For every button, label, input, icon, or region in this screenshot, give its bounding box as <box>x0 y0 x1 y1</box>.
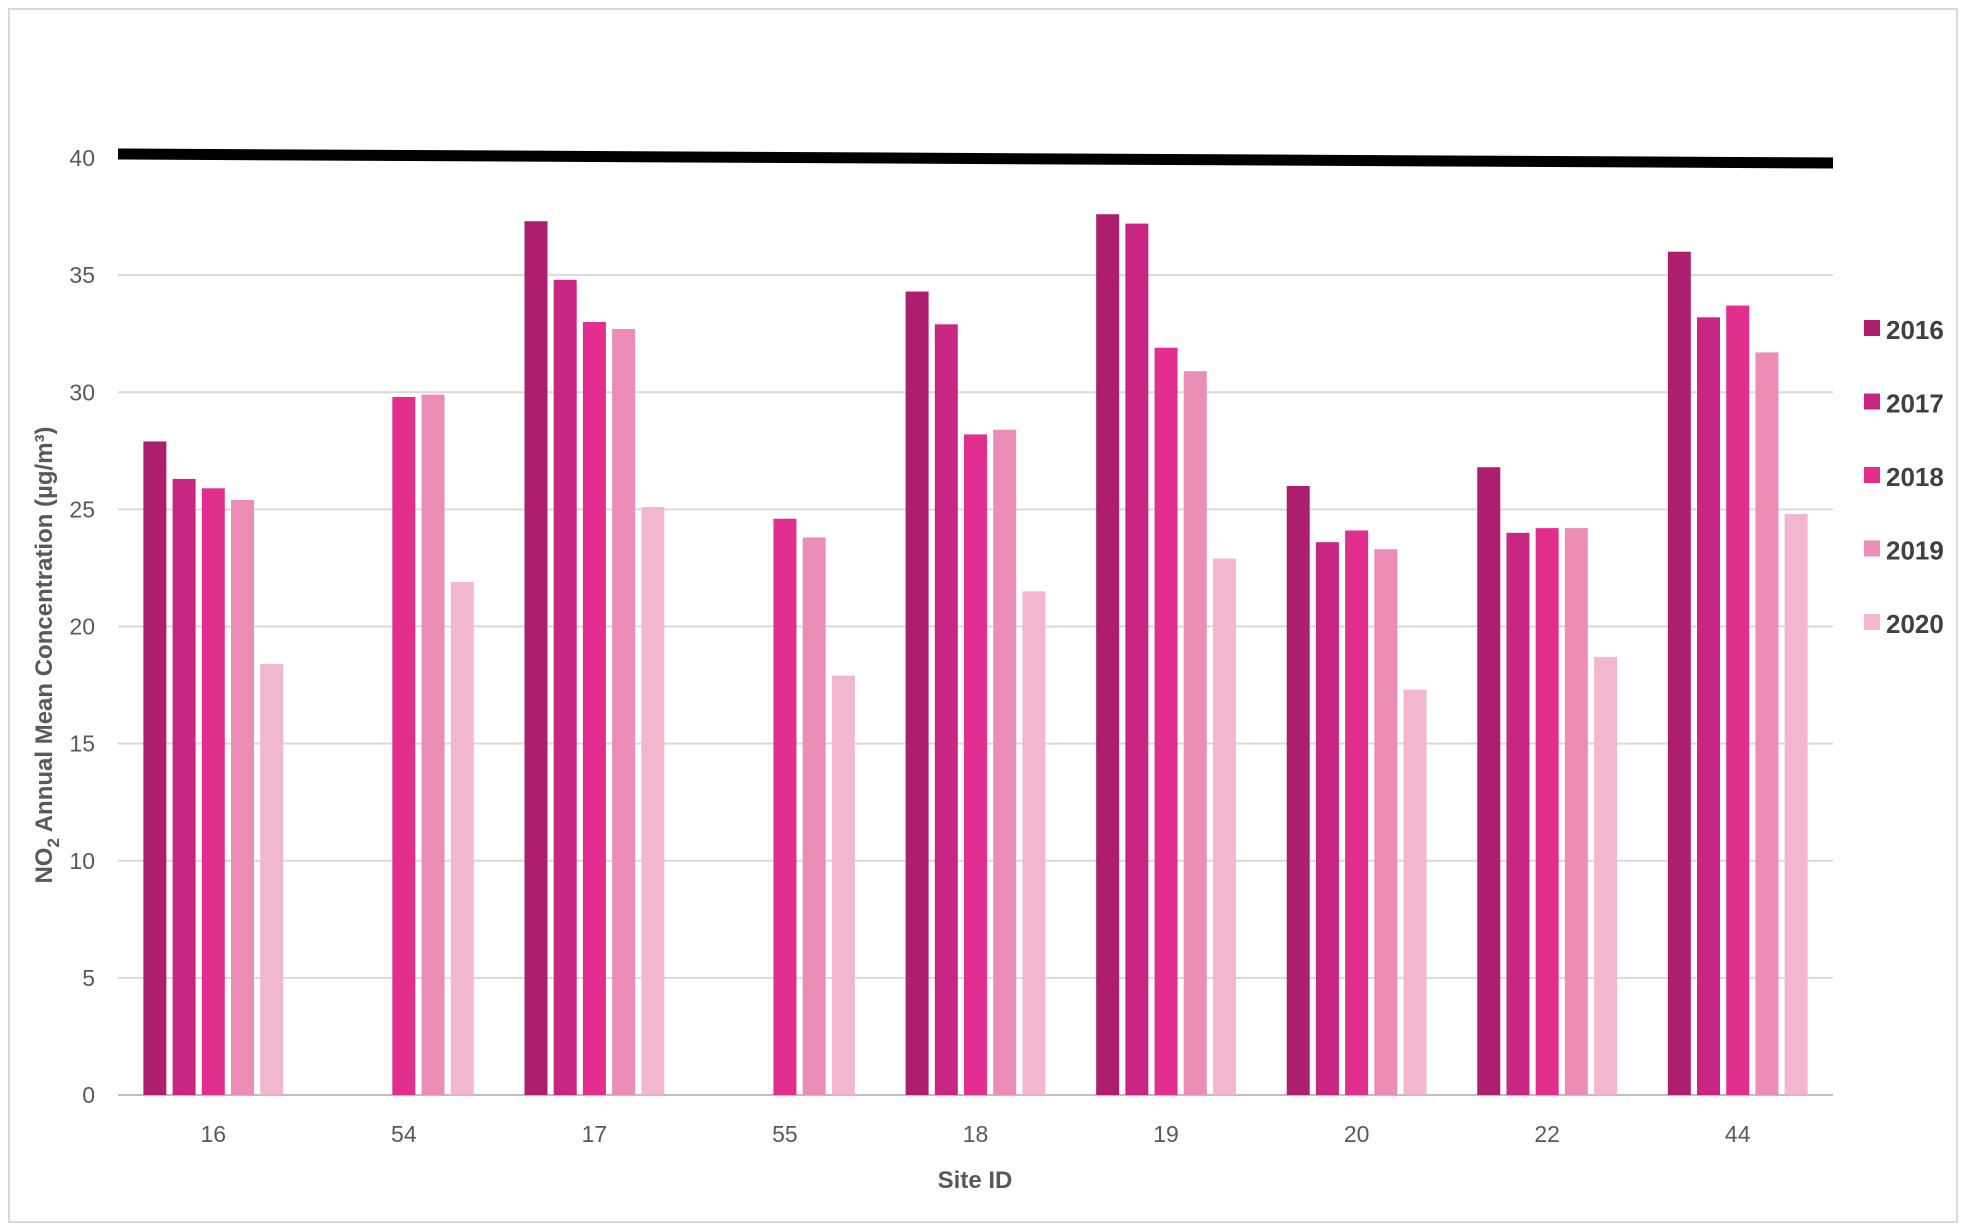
legend-swatch <box>1864 393 1880 410</box>
bar-2018-site-55 <box>773 518 797 1095</box>
bar-2019-site-54 <box>421 394 445 1095</box>
x-axis-title: Site ID <box>938 1167 1013 1194</box>
bar-2018-site-17 <box>582 321 606 1096</box>
legend-label: 2019 <box>1886 536 1944 566</box>
y-tick-label: 0 <box>82 1082 95 1108</box>
bar-2017-site-18 <box>934 324 958 1095</box>
x-tick-label: 20 <box>1344 1121 1370 1147</box>
bar-2020-site-20 <box>1403 689 1427 1095</box>
y-axis-ticks: 0 5 10 15 20 25 30 35 40 <box>69 145 95 1108</box>
bar-2016-site-16 <box>143 441 167 1095</box>
y-tick-label: 30 <box>69 379 95 405</box>
x-tick-label: 55 <box>772 1121 798 1147</box>
y-tick-label: 5 <box>82 965 95 991</box>
bar-2019-site-44 <box>1755 352 1779 1095</box>
bar-2017-site-20 <box>1315 542 1339 1095</box>
y-axis-title: NO2 Annual Mean Concentration (µg/m³) <box>31 426 63 883</box>
legend-swatch <box>1864 540 1880 557</box>
bar-2017-site-44 <box>1697 317 1721 1095</box>
bars <box>143 214 1808 1096</box>
bar-2018-site-22 <box>1535 528 1559 1095</box>
x-tick-label: 17 <box>582 1121 608 1147</box>
bar-2017-site-19 <box>1125 223 1149 1096</box>
bar-2017-site-22 <box>1506 532 1530 1095</box>
bar-2016-site-20 <box>1286 485 1310 1095</box>
bar-2020-site-44 <box>1784 514 1808 1095</box>
bar-2019-site-16 <box>230 500 254 1095</box>
y-tick-label: 25 <box>69 496 95 522</box>
bar-2019-site-19 <box>1183 371 1207 1096</box>
x-tick-label: 54 <box>391 1121 417 1147</box>
y-tick-label: 15 <box>69 731 95 757</box>
bar-2018-site-44 <box>1726 305 1750 1095</box>
bar-2018-site-54 <box>392 396 416 1095</box>
x-tick-label: 16 <box>200 1121 226 1147</box>
bar-2019-site-17 <box>612 329 636 1095</box>
legend-swatch <box>1864 614 1880 630</box>
bar-2020-site-18 <box>1022 591 1046 1095</box>
bar-2019-site-55 <box>802 537 826 1095</box>
bar-2016-site-18 <box>905 291 929 1096</box>
y-axis-title-subscript: 2 <box>44 838 63 847</box>
legend-label: 2020 <box>1886 609 1944 639</box>
y-tick-label: 20 <box>69 614 95 640</box>
x-tick-label: 18 <box>963 1121 989 1147</box>
bar-2016-site-22 <box>1477 467 1501 1096</box>
x-tick-label: 22 <box>1534 1121 1560 1147</box>
bar-2020-site-22 <box>1594 656 1618 1095</box>
y-tick-label: 35 <box>69 262 95 288</box>
bar-2020-site-54 <box>450 581 474 1095</box>
bar-2020-site-19 <box>1212 558 1236 1095</box>
y-tick-label: 40 <box>69 145 95 171</box>
y-tick-label: 10 <box>69 848 95 874</box>
x-tick-label: 44 <box>1725 1121 1751 1147</box>
bar-2018-site-20 <box>1345 530 1369 1095</box>
x-axis-ticks: 16 54 17 55 18 19 20 22 44 <box>200 1121 1750 1147</box>
legend-swatch <box>1864 467 1880 483</box>
bar-2020-site-17 <box>641 507 665 1096</box>
y-axis-title-suffix: Annual Mean Concentration (µg/m³) <box>31 426 58 838</box>
bar-2017-site-17 <box>553 279 577 1095</box>
bar-2019-site-18 <box>993 429 1017 1096</box>
bar-2018-site-19 <box>1154 347 1178 1095</box>
bar-2016-site-17 <box>524 221 548 1095</box>
bar-2018-site-16 <box>201 488 225 1096</box>
bar-2016-site-19 <box>1096 214 1120 1096</box>
x-tick-label: 19 <box>1153 1121 1179 1147</box>
bar-2019-site-22 <box>1564 528 1588 1095</box>
bar-2018-site-18 <box>964 434 987 1095</box>
legend-swatch <box>1864 320 1880 336</box>
bar-2020-site-16 <box>260 663 284 1095</box>
bar-2020-site-55 <box>831 675 855 1095</box>
legend-label: 2018 <box>1886 462 1944 492</box>
reference-line <box>117 148 1834 169</box>
y-axis-title-prefix: NO <box>31 848 58 884</box>
bar-2016-site-44 <box>1667 251 1691 1095</box>
legend-label: 2016 <box>1886 315 1944 345</box>
bar-2017-site-16 <box>172 478 196 1095</box>
legend-label: 2017 <box>1886 389 1944 419</box>
legend: 2016 2017 2018 2019 2020 <box>1864 315 1944 639</box>
reference-line-group <box>117 148 1834 169</box>
bar-2019-site-20 <box>1374 549 1398 1095</box>
